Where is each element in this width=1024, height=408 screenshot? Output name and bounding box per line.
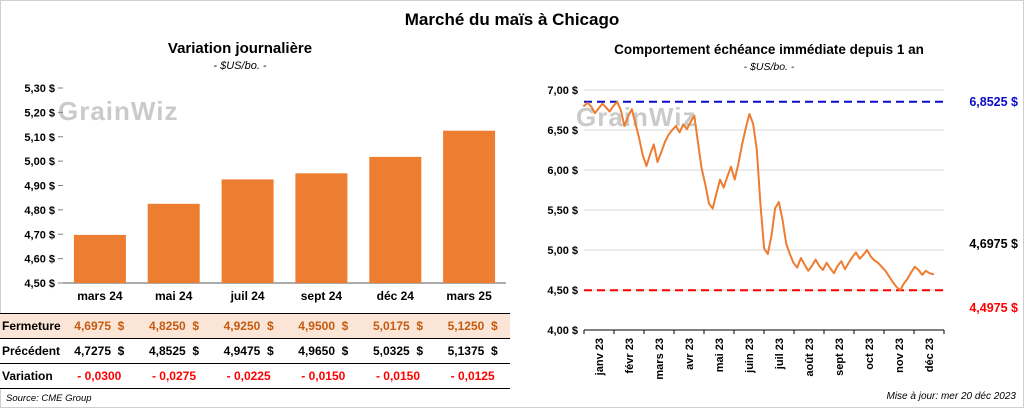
line-y-tick-label: 4,50 $ <box>547 285 578 297</box>
bar-y-tick-label: 4,60 $ <box>24 254 55 266</box>
table-cell: 4,9500 $ <box>298 319 349 333</box>
line-x-label: avr 23 <box>684 338 696 370</box>
bar-x-label: mai 24 <box>155 289 193 303</box>
line-y-tick-label: 6,50 $ <box>547 125 578 137</box>
table-cell: 4,8525 $ <box>148 344 200 358</box>
last-value-label: 4,6975 $ <box>969 237 1018 251</box>
line-y-tick-label: 4,00 $ <box>547 325 578 337</box>
line-x-label: janv 23 <box>594 338 606 376</box>
bar-mai-24 <box>147 203 200 283</box>
table-cell: - 0,0300 <box>77 369 122 383</box>
bar-x-label: juil 24 <box>230 289 265 303</box>
line-x-label: juin 23 <box>744 338 756 374</box>
table-cell: 5,1250 $ <box>447 319 498 333</box>
table-cell: 4,9250 $ <box>223 319 274 333</box>
table-cell: - 0,0225 <box>226 369 271 383</box>
table-cell: 4,9650 $ <box>298 344 349 358</box>
line-y-tick-label: 7,00 $ <box>547 85 578 97</box>
table-cell: 4,7275 $ <box>74 344 125 358</box>
right-chart-title: Comportement échéance immédiate depuis 1… <box>614 42 924 57</box>
table-cell: 5,0325 $ <box>372 344 424 358</box>
line-x-label: déc 23 <box>924 338 936 372</box>
table-cell: - 0,0125 <box>450 369 495 383</box>
left-chart-title: Variation journalière <box>167 40 313 57</box>
table-cell: - 0,0150 <box>375 369 421 383</box>
bar-x-label: sept 24 <box>301 289 343 303</box>
page-title: Marché du maïs à Chicago <box>404 10 620 29</box>
one-year-price-line-chart: 7,00 $ 6,50 $ 6,00 $ 5,50 $ 5,00 $ 4,50 $ 4,00… <box>547 85 1018 380</box>
line-x-label: mai 23 <box>714 338 726 372</box>
bar-y-tick-label: 5,00 $ <box>24 156 55 168</box>
line-y-tick-label: 6,00 $ <box>547 165 578 177</box>
bar-juil-24 <box>221 179 274 283</box>
table-row-label: Précédent <box>2 344 61 358</box>
table-row-variation: Variation - 0,0300 - 0,0275 - 0,0225 - 0,015… <box>0 364 510 389</box>
bar-y-tick-label: 4,80 $ <box>24 205 55 217</box>
line-x-label: févr 23 <box>624 338 636 373</box>
source-note: Source: CME Group <box>6 393 92 404</box>
update-note: Mise à jour: mer 20 déc 2023 <box>886 391 1016 402</box>
line-x-label: juil 23 <box>774 338 786 370</box>
min-value-label: 4,4975 $ <box>969 301 1018 315</box>
line-x-label: sept 23 <box>834 338 846 376</box>
price-table: Fermeture 4,6975 $ 4,8250 $ 4,9250 $ 4,9500 … <box>0 313 510 389</box>
bar-y-tick-label: 5,10 $ <box>24 132 55 144</box>
bar-déc-24 <box>369 156 422 283</box>
table-row-precedent: Précédent 4,7275 $ 4,8525 $ 4,9475 $ 4,9650 … <box>0 339 510 364</box>
table-row-fermeture: Fermeture 4,6975 $ 4,8250 $ 4,9250 $ 4,9500 … <box>0 314 510 339</box>
bar-y-tick-label: 4,70 $ <box>24 229 55 241</box>
table-cell: - 0,0150 <box>301 369 346 383</box>
table-cell: 4,6975 $ <box>74 319 125 333</box>
table-row-label: Fermeture <box>2 319 61 333</box>
price-line <box>583 100 935 292</box>
left-chart-subtitle: - $US/bo. - <box>213 60 267 72</box>
max-value-label: 6,8525 $ <box>969 95 1018 109</box>
bar-y-tick-label: 4,50 $ <box>24 278 55 290</box>
bar-x-label: mars 25 <box>446 289 492 303</box>
daily-variation-bar-chart: 5,30 $ 5,20 $ 5,10 $ 5,00 $ 4,90 $ 4,80 $ 4,70… <box>24 83 506 303</box>
line-x-label: mars 23 <box>654 338 666 380</box>
right-chart-subtitle: - $US/bo. - <box>743 61 795 73</box>
line-x-label: oct 23 <box>864 338 876 370</box>
grainwiz-watermark-left: GrainWiz <box>58 96 179 126</box>
table-cell: - 0,0275 <box>151 369 197 383</box>
bar-sept-24 <box>295 173 348 283</box>
table-row-label: Variation <box>2 369 53 383</box>
bar-mars-25 <box>443 130 496 283</box>
bar-x-label: mars 24 <box>77 289 123 303</box>
table-cell: 5,0175 $ <box>372 319 424 333</box>
bar-y-tick-label: 4,90 $ <box>24 181 55 193</box>
bar-x-label: déc 24 <box>377 289 415 303</box>
table-cell: 4,9475 $ <box>223 344 274 358</box>
bar-y-tick-label: 5,20 $ <box>24 107 55 119</box>
bar-mars-24 <box>73 234 126 283</box>
bar-y-tick-label: 5,30 $ <box>24 83 55 95</box>
line-y-tick-label: 5,00 $ <box>547 245 578 257</box>
line-x-label: août 23 <box>804 338 816 377</box>
table-cell: 5,1375 $ <box>447 344 498 358</box>
line-x-label: nov 23 <box>894 338 906 373</box>
line-y-tick-label: 5,50 $ <box>547 205 578 217</box>
table-cell: 4,8250 $ <box>148 319 200 333</box>
